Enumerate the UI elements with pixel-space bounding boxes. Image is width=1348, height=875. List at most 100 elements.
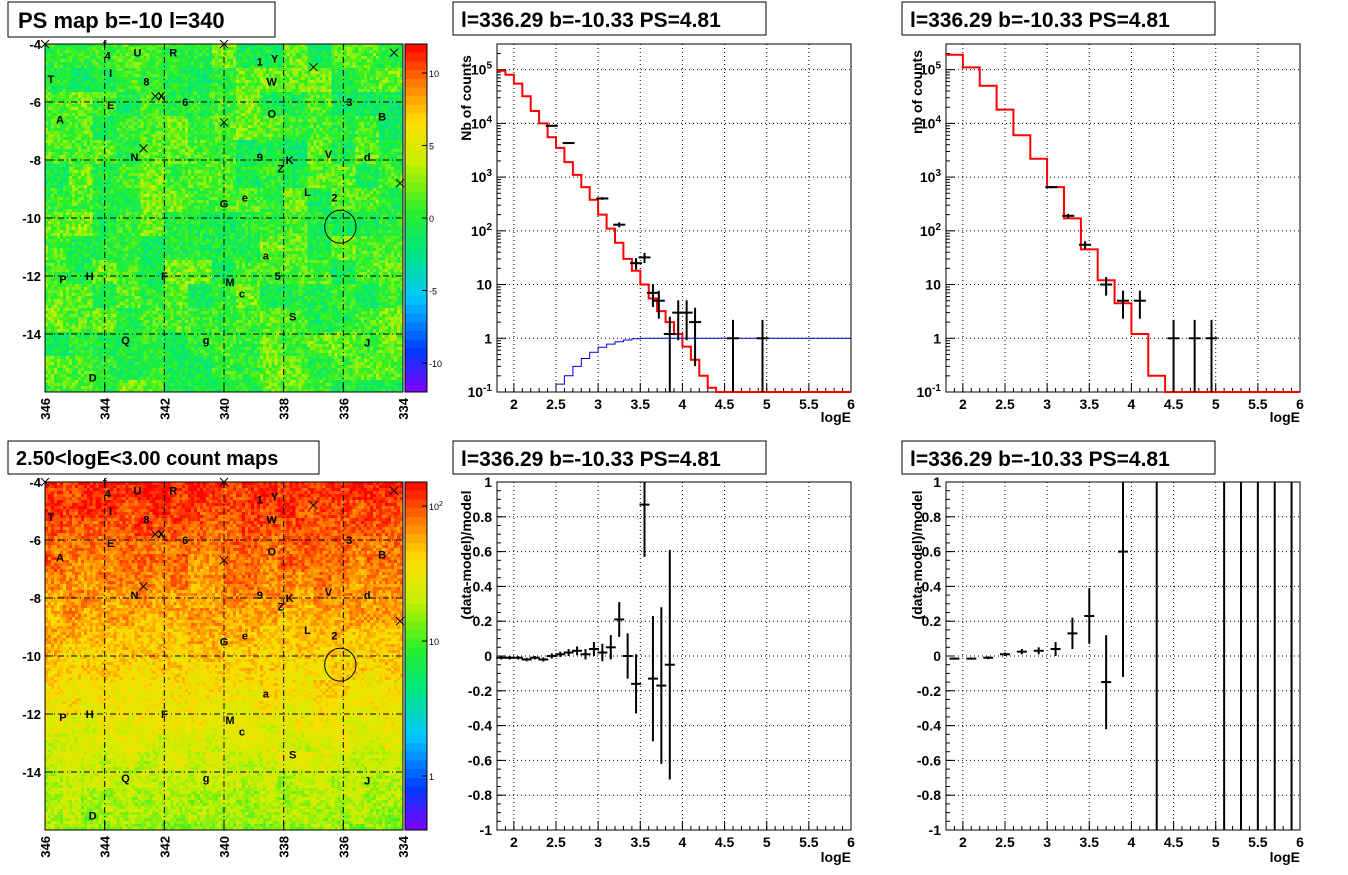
ps-map-cell xyxy=(340,125,344,129)
ps-map-cell xyxy=(235,53,240,57)
ps-map-cell xyxy=(95,164,100,168)
ps-map-cell xyxy=(313,107,317,111)
ps-map-cell xyxy=(167,149,171,153)
ps-map-cell xyxy=(224,98,228,102)
ps-map-cell xyxy=(89,113,94,117)
ps-map-cell xyxy=(155,158,159,162)
ps-map-cell xyxy=(256,167,261,171)
ps-map-cell xyxy=(229,95,234,99)
ps-map-cell xyxy=(229,65,234,69)
ps-map-cell xyxy=(307,104,311,108)
ps-map-cell xyxy=(301,56,305,60)
ps-map-cell xyxy=(53,80,58,84)
ps-map-cell xyxy=(250,164,255,168)
ps-map-cell xyxy=(322,44,326,48)
ps-map-cell xyxy=(191,140,195,144)
ps-map-cell xyxy=(68,47,73,51)
ps-map-cell xyxy=(74,122,79,126)
ps-map-cell xyxy=(397,101,401,105)
ps-map-cell xyxy=(349,164,353,168)
ps-map-cell xyxy=(98,110,103,114)
ps-map-cell xyxy=(229,104,234,108)
ps-map-cell xyxy=(182,89,186,93)
ps-map-cell xyxy=(286,143,291,147)
ps-map-cell xyxy=(397,86,401,90)
ps-map-cell xyxy=(343,110,347,114)
ps-map-cell xyxy=(176,65,180,69)
ps-map-cell xyxy=(176,131,180,135)
ps-map-cell xyxy=(167,137,171,141)
ps-map-cell xyxy=(379,83,383,87)
ps-map-cell xyxy=(194,74,198,78)
ps-map-cell xyxy=(173,158,177,162)
ps-map-cell xyxy=(397,104,401,108)
ps-map-cell xyxy=(235,167,240,171)
ps-map-cell xyxy=(149,131,153,135)
ps-map-cell xyxy=(268,44,273,48)
ps-map-cell xyxy=(310,65,314,69)
ps-map-cell xyxy=(295,149,299,153)
ps-map-cell xyxy=(92,92,97,96)
ps-map-cell xyxy=(232,134,237,138)
ps-map-cell xyxy=(206,104,210,108)
ps-map-cell xyxy=(200,92,204,96)
ps-map-cell xyxy=(328,116,332,120)
ps-map-cell xyxy=(265,53,270,57)
ps-map-cell xyxy=(313,92,317,96)
ps-map-cell xyxy=(322,137,326,141)
ps-map-cell xyxy=(331,71,335,75)
ps-map-cell xyxy=(116,50,120,54)
ps-map-cell xyxy=(191,116,195,120)
ps-map-cell xyxy=(119,77,123,81)
ps-map-cell xyxy=(268,149,273,153)
ps-map-cell xyxy=(238,131,243,135)
ps-map-cell xyxy=(337,155,341,159)
ps-map-cell xyxy=(304,134,308,138)
ps-map-cell xyxy=(92,83,97,87)
ps-map-cell xyxy=(394,59,398,63)
ps-map-cell xyxy=(59,104,64,108)
ps-map-cell xyxy=(95,98,100,102)
ps-map-cell xyxy=(131,89,135,93)
ps-map-cell xyxy=(80,140,85,144)
ps-map-cell xyxy=(277,137,282,141)
ps-map-cell xyxy=(247,128,252,132)
ps-map-cell xyxy=(74,71,79,75)
ps-map-cell xyxy=(322,149,326,153)
ps-map-cell xyxy=(188,146,192,150)
ps-map-cell xyxy=(271,146,276,150)
ps-map-cell xyxy=(265,134,270,138)
ps-map-cell xyxy=(400,44,404,48)
ps-map-cell xyxy=(113,92,117,96)
ps-map-cell xyxy=(316,128,320,132)
ps-map-cell xyxy=(373,152,377,156)
ps-map-cell xyxy=(74,137,79,141)
ps-map-cell xyxy=(394,146,398,150)
ps-map-cell xyxy=(191,104,195,108)
ps-map-cell xyxy=(53,83,58,87)
ps-map-cell xyxy=(286,134,291,138)
ps-map-cell xyxy=(98,131,103,135)
ps-map-cell xyxy=(337,92,341,96)
ps-map-cell xyxy=(241,131,246,135)
ps-map-cell xyxy=(224,140,228,144)
ps-map-cell xyxy=(203,164,207,168)
ps-map-cell xyxy=(238,50,243,54)
ps-map-cell xyxy=(379,50,383,54)
ps-map-cell xyxy=(274,104,279,108)
ps-map-cell xyxy=(95,107,100,111)
ps-map-cell xyxy=(182,80,186,84)
ps-map-cell xyxy=(176,89,180,93)
ps-map-cell xyxy=(283,65,288,69)
ps-map-cell xyxy=(173,95,177,99)
ps-map-cell xyxy=(143,71,147,75)
ps-map-cell xyxy=(62,77,67,81)
ps-map-cell xyxy=(277,143,282,147)
ps-map-cell xyxy=(176,80,180,84)
ps-map-cell xyxy=(143,128,147,132)
ps-map-cell xyxy=(131,137,135,141)
ps-map-cell xyxy=(224,161,228,165)
ps-map-cell xyxy=(388,86,392,90)
ps-map-cell xyxy=(394,80,398,84)
ps-map-cell xyxy=(235,56,240,60)
